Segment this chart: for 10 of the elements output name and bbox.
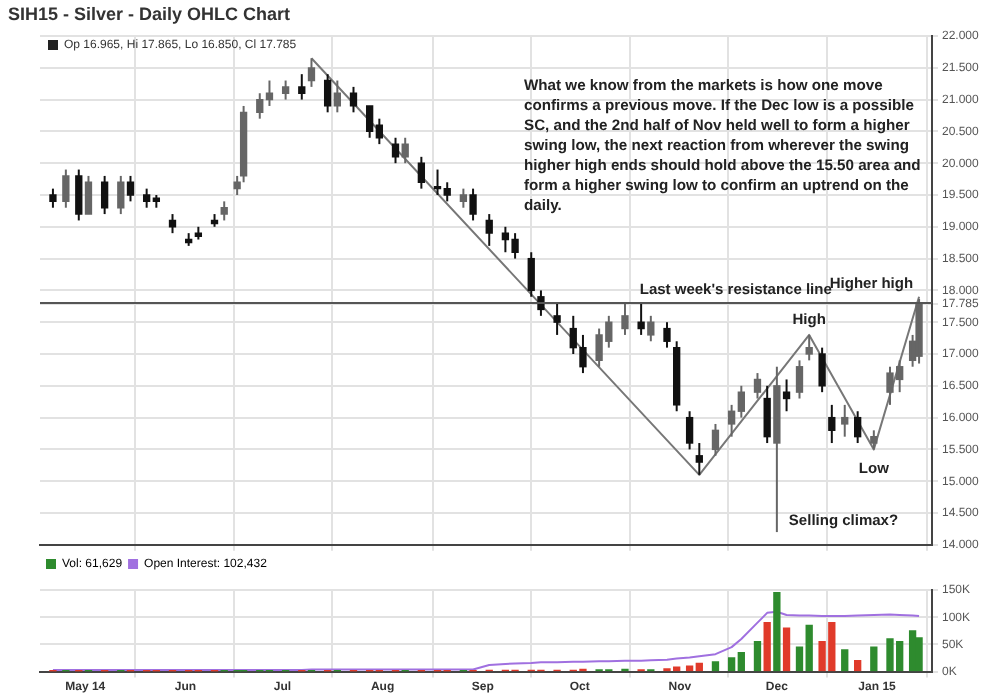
bar	[915, 637, 923, 672]
bar	[870, 646, 878, 672]
chart-title: SIH15 - Silver - Daily OHLC Chart	[8, 4, 291, 24]
bar	[841, 649, 849, 672]
bar	[711, 661, 720, 672]
bar	[782, 627, 791, 672]
bar	[773, 592, 781, 672]
bar	[753, 641, 762, 672]
bar	[763, 621, 771, 672]
bar	[854, 660, 862, 672]
